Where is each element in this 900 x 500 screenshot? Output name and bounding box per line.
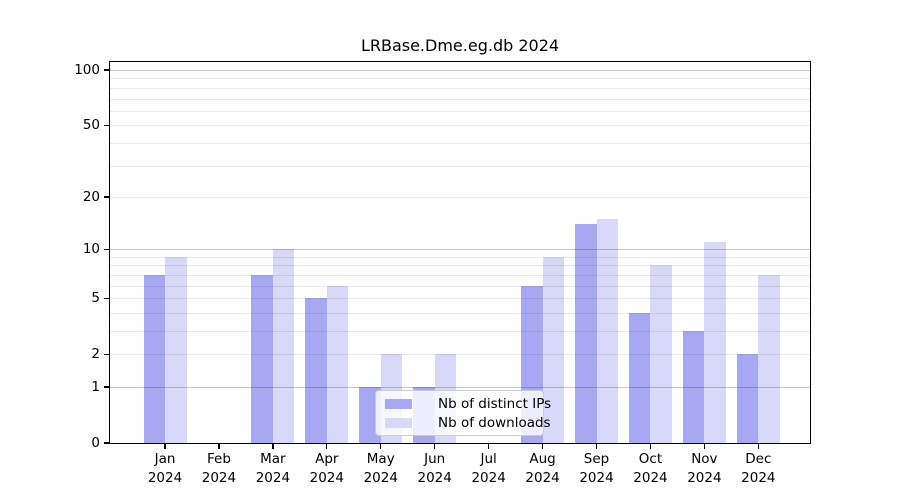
legend-swatch-nb-of-distinct-ips [385,398,412,409]
gridline-minor-5 [110,298,810,300]
y-tick-20 [103,196,109,198]
bar-nb-of-downloads-dec [758,274,780,443]
gridline-minor-2 [110,354,810,356]
x-tick-dec [757,444,759,450]
bar-nb-of-downloads-nov [704,242,726,443]
x-tick-mar [272,444,274,450]
plot-area [110,62,810,443]
x-tick-label-feb: Feb 2024 [201,451,237,486]
legend: Nb of distinct IPs Nb of downloads [375,390,551,436]
x-tick-label-oct: Oct 2024 [633,451,668,486]
x-tick-oct [649,444,652,450]
y-tick-2 [103,353,109,355]
x-tick-label-may: May 2024 [363,451,398,486]
legend-label-nb-of-distinct-ips: Nb of distinct IPs [438,395,552,412]
x-tick-label-jan: Jan 2024 [147,451,183,486]
x-tick-apr [326,444,328,450]
y-tick-label-2: 2 [91,346,100,363]
legend-item-nb-of-distinct-ips: Nb of distinct IPs [385,394,551,413]
x-tick-feb [218,444,220,450]
spine-bottom [109,443,811,445]
legend-label-nb-of-downloads: Nb of downloads [438,414,551,431]
x-tick-label-apr: Apr 2024 [309,451,344,486]
gridline-minor-20 [110,196,810,198]
x-tick-sep [595,444,598,450]
y-tick-label-100: 100 [74,62,100,79]
y-tick-0 [103,442,109,444]
legend-swatch-nb-of-downloads [385,417,412,428]
x-tick-label-jun: Jun 2024 [417,451,452,486]
gridline-minor-6 [110,285,810,287]
gridline-minor-7 [110,274,810,276]
gridline-minor-30 [110,165,810,167]
gridline-major-1 [110,386,810,388]
gridline-minor-80 [110,87,810,89]
y-tick-100 [103,69,109,71]
gridline-minor-4 [110,312,810,314]
x-tick-label-dec: Dec 2024 [741,451,776,486]
y-tick-label-0: 0 [91,435,100,451]
y-tick-label-50: 50 [82,117,100,134]
legend-item-nb-of-downloads: Nb of downloads [385,413,551,432]
bar-nb-of-downloads-sep [596,218,619,443]
x-tick-label-aug: Aug 2024 [525,451,560,486]
x-tick-aug [541,444,544,450]
gridline-minor-50 [110,125,810,127]
gridline-minor-9 [110,256,810,258]
y-tick-label-20: 20 [82,188,100,205]
gridline-minor-40 [110,142,810,144]
bar-nb-of-downloads-oct [650,265,672,443]
bar-nb-of-distinct-ips-oct [628,312,651,443]
bar-nb-of-distinct-ips-nov [682,330,705,443]
x-tick-label-mar: Mar 2024 [255,451,291,486]
y-tick-10 [103,248,109,250]
gridline-minor-60 [110,110,810,112]
gridline-major-10 [110,249,810,251]
x-tick-may [380,444,382,450]
x-tick-label-sep: Sep 2024 [579,451,614,486]
bar-nb-of-downloads-aug [542,256,565,443]
gridline-major-100 [110,70,810,72]
spine-top [109,61,811,63]
x-tick-jul [487,444,490,450]
bar-nb-of-distinct-ips-mar [251,274,273,443]
bar-nb-of-downloads-mar [272,249,295,443]
x-tick-label-nov: Nov 2024 [687,451,722,486]
x-tick-jun [434,444,436,450]
gridline-minor-3 [110,330,810,332]
y-tick-label-5: 5 [91,290,100,307]
y-tick-label-10: 10 [82,241,100,258]
bar-nb-of-distinct-ips-apr [305,298,327,443]
y-tick-1 [103,386,109,388]
bar-nb-of-downloads-apr [326,285,349,443]
spine-right [810,62,812,443]
y-tick-5 [103,297,109,299]
gridline-minor-90 [110,78,810,80]
y-tick-label-1: 1 [91,378,100,395]
gridline-minor-8 [110,265,810,267]
gridline-minor-70 [110,98,810,100]
y-tick-50 [103,124,109,126]
x-tick-nov [703,444,706,450]
x-tick-jan [164,444,166,450]
spine-left [109,62,111,443]
bar-nb-of-distinct-ips-jan [143,274,165,443]
bar-nb-of-downloads-jan [165,256,187,443]
bar-nb-of-distinct-ips-dec [736,354,759,443]
bar-nb-of-distinct-ips-sep [575,224,597,443]
chart-title: LRBase.Dme.eg.db 2024 [360,36,560,55]
x-tick-label-jul: Jul 2024 [471,451,506,486]
